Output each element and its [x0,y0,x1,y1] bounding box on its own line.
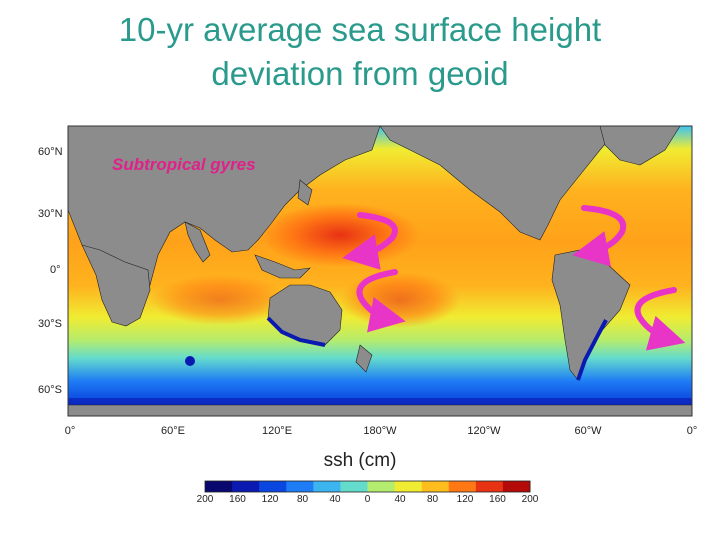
colorbar-tick-label: 80 [426,494,439,505]
south-america-blue-rim [576,319,608,381]
land-se-asia-islands [254,254,311,279]
lon-label-60w: 60°W [574,425,602,437]
land-new-zealand [355,344,373,373]
subtropical-gyres-label: Subtropical gyres [112,155,256,174]
colorbar-tick-label: 200 [196,494,214,505]
colorbar-swatch [232,481,260,492]
colorbar-title: ssh (cm) [323,450,397,471]
kerguelen-dot [185,356,195,366]
lon-label-120w: 120°W [467,425,501,437]
land-india [184,221,211,263]
land-africa [81,244,151,327]
colorbar-swatch [367,481,396,492]
lat-label-60n: 60°N [38,146,63,158]
lat-label-30s: 30°S [38,318,62,330]
lon-label-0-left: 0° [64,425,76,437]
colorbar-swatch [448,481,477,492]
gyre-arrow-north-atlantic [572,205,627,267]
land-japan [297,179,313,206]
colorbar-tick-label: 120 [261,494,279,505]
land-north-america [379,125,621,241]
gyre-arrows [342,205,686,351]
colorbar-swatch [421,481,450,492]
lat-label-60s: 60°S [38,384,62,396]
colorbar-tick-label: 160 [229,494,246,505]
colorbar-swatch [475,481,504,492]
australia-blue-rim [266,316,326,347]
lat-label-30n: 30°N [38,208,63,220]
colorbar-swatch [340,481,368,492]
indian-ocean-warm-region [150,275,290,325]
colorbar-frame [204,480,531,493]
lon-label-180w: 180°W [363,425,397,437]
gyre-arrow-north-pacific [342,212,398,270]
colorbar-tick-label: 80 [296,494,309,505]
colorbar-tick-label: 120 [456,494,474,505]
colorbar-swatch [205,481,233,492]
colorbar-tick-label: 40 [394,494,406,505]
title-line-2: deviation from geoid [211,55,509,92]
colorbar-swatch [394,481,423,492]
gyre-arrow-south-atlantic [634,287,686,351]
gyre-arrow-south-pacific [356,269,406,333]
colorbar-tick-label: 0 [364,494,371,505]
colorbar-swatch [502,481,531,492]
colorbar-tick-label: 160 [489,494,506,505]
map-frame [67,125,693,417]
colorbar-swatch [313,481,341,492]
lon-label-0-right: 0° [686,425,698,437]
land-masses [67,125,693,417]
colorbar-swatch [259,481,287,492]
slide-title: 10-yr average sea surface height deviati… [40,8,680,96]
colorbar-swatch [286,481,314,492]
title-line-1: 10-yr average sea surface height [118,11,602,48]
lat-label-0: 0° [50,264,61,276]
south-pacific-warm-region [340,272,460,328]
lon-label-120e: 120°E [261,425,293,437]
colorbar-tick-label: 40 [329,494,341,505]
lon-label-60e: 60°E [161,425,185,437]
colorbar [204,480,531,493]
colorbar-tick-label: 200 [521,494,539,505]
land-antarctica [67,404,693,417]
